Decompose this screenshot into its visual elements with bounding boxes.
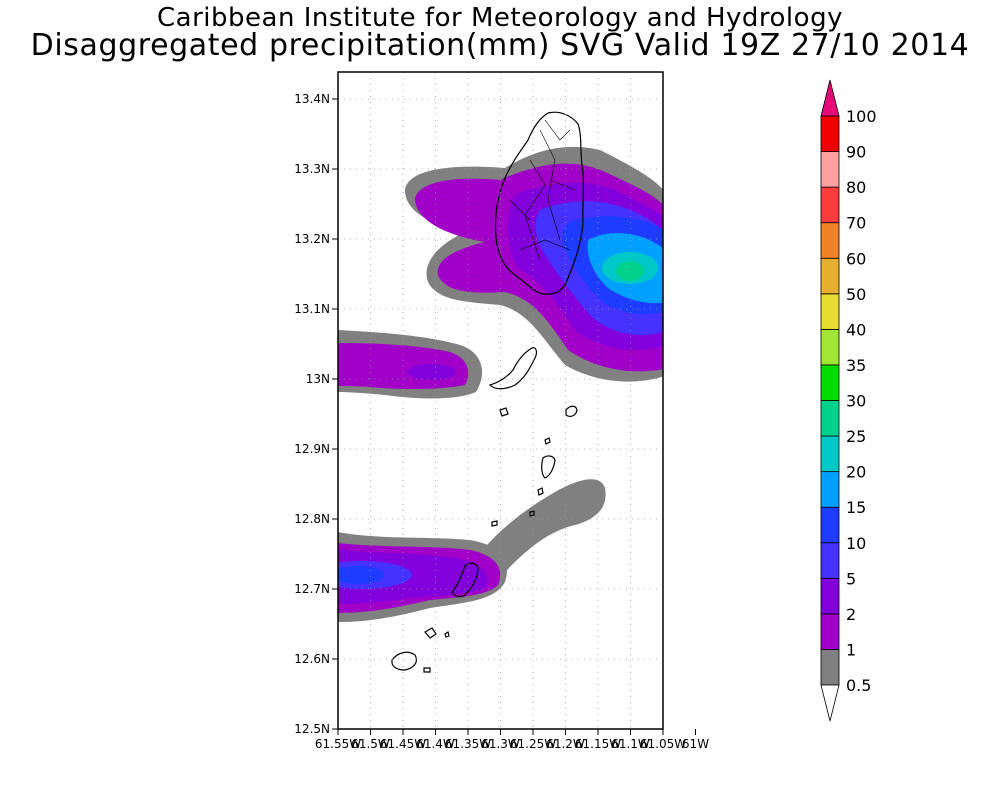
map-title: Caribbean Institute for Meteorology and …	[157, 3, 843, 33]
longitude-axis: 61.55W61.5W61.45W61.4W61.35W61.3W61.25W6…	[315, 729, 709, 751]
small-islet-6	[424, 627, 437, 639]
colorbar-swatch	[820, 364, 840, 401]
colorbar-label: 5	[846, 569, 856, 588]
colorbar-swatch	[820, 186, 840, 224]
colorbar-label: 80	[846, 178, 866, 197]
lon-tick-label: 61.05W	[640, 737, 686, 751]
colorbar-label: 25	[846, 427, 866, 446]
st-vincent-coastline	[494, 111, 584, 295]
map-subtitle: Disaggregated precipitation(mm) SVG Vali…	[30, 28, 970, 63]
colorbar-swatch	[820, 649, 840, 686]
coastlines	[391, 111, 584, 673]
colorbar-label: 90	[846, 143, 866, 162]
lat-tick-label: 13.2N	[294, 232, 330, 246]
map-gridlines	[338, 72, 664, 729]
lon-tick-label: 61.25W	[510, 737, 556, 751]
colorbar-swatch	[820, 115, 840, 152]
lat-tick-label: 12.5N	[294, 722, 330, 736]
small-islet-4	[529, 510, 535, 517]
lat-tick-label: 13N	[306, 372, 330, 386]
precip-10-south	[338, 566, 384, 584]
lon-tick-label: 61.2W	[546, 737, 585, 751]
lon-tick-label: 61.5W	[351, 737, 390, 751]
colorbar-label: 0.5	[846, 676, 871, 695]
lat-tick-label: 12.8N	[294, 512, 330, 526]
st-vincent-rivers	[509, 119, 576, 261]
precip-25-north	[616, 261, 644, 281]
colorbar-swatch	[820, 542, 840, 579]
small-islet-1	[499, 407, 509, 417]
colorbar-swatch	[820, 400, 840, 437]
lat-tick-label: 13.3N	[294, 162, 330, 176]
precipitation-field	[338, 146, 663, 622]
colorbar-swatch	[820, 293, 840, 330]
small-islet-3	[537, 487, 544, 496]
colorbar-label: 40	[846, 320, 866, 339]
small-islet-5	[491, 520, 498, 527]
lon-tick-label: 61.45W	[380, 737, 426, 751]
colorbar-swatch	[820, 577, 840, 615]
lat-tick-label: 12.9N	[294, 442, 330, 456]
colorbar-label: 50	[846, 285, 866, 304]
latitude-axis: 12.5N 12.6N 12.7N 12.8N 12.9N 13N 13.1N 13.2N 13…	[294, 92, 338, 736]
colorbar-label: 10	[846, 534, 866, 553]
colorbar-label: 100	[846, 107, 877, 126]
lat-tick-label: 13.4N	[294, 92, 330, 106]
petite-martinique-coastline	[391, 651, 417, 671]
colorbar-swatch	[820, 471, 840, 508]
colorbar-label: 2	[846, 605, 856, 624]
lon-tick-label: 61.15W	[575, 737, 621, 751]
lon-tick-label: 61W	[682, 737, 709, 751]
precip-2-west	[408, 364, 456, 380]
colorbar-label: 70	[846, 214, 866, 233]
colorbar-over-triangle	[820, 79, 840, 117]
colorbar-label: 15	[846, 498, 866, 517]
lon-tick-label: 61.55W	[315, 737, 361, 751]
lon-tick-label: 61.4W	[416, 737, 455, 751]
colorbar-swatch	[820, 151, 840, 188]
lon-tick-label: 61.35W	[445, 737, 491, 751]
bequia-coastline	[488, 347, 538, 390]
carriacou-coastline	[451, 562, 479, 598]
canouan-coastline	[541, 455, 556, 479]
colorbar-swatch	[820, 435, 840, 473]
lat-tick-label: 12.6N	[294, 652, 330, 666]
lon-tick-label: 61.3W	[481, 737, 520, 751]
small-islet-7	[444, 631, 450, 638]
lon-tick-label: 61.1W	[611, 737, 650, 751]
colorbar-label: 30	[846, 392, 866, 411]
colorbar-label: 60	[846, 249, 866, 268]
colorbar-under-triangle	[820, 684, 840, 722]
colorbar-label: 1	[846, 640, 856, 659]
lat-tick-label: 12.7N	[294, 582, 330, 596]
lat-tick-label: 13.1N	[294, 302, 330, 316]
colorbar-label: 20	[846, 463, 866, 482]
colorbar-label: 35	[846, 356, 866, 375]
colorbar-swatch	[820, 257, 840, 295]
colorbar-swatch	[820, 613, 840, 650]
small-islet-2	[544, 437, 551, 445]
mustique-coastline	[565, 405, 578, 417]
small-islet-8	[423, 667, 431, 673]
colorbar-swatch	[820, 328, 840, 366]
colorbar-swatch	[820, 222, 840, 259]
colorbar-swatch	[820, 506, 840, 544]
